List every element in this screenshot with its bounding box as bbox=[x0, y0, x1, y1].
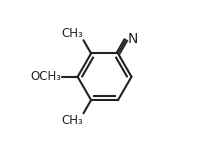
Text: OCH₃: OCH₃ bbox=[31, 70, 61, 83]
Text: N: N bbox=[127, 32, 138, 46]
Text: CH₃: CH₃ bbox=[61, 27, 83, 40]
Text: CH₃: CH₃ bbox=[61, 114, 83, 127]
